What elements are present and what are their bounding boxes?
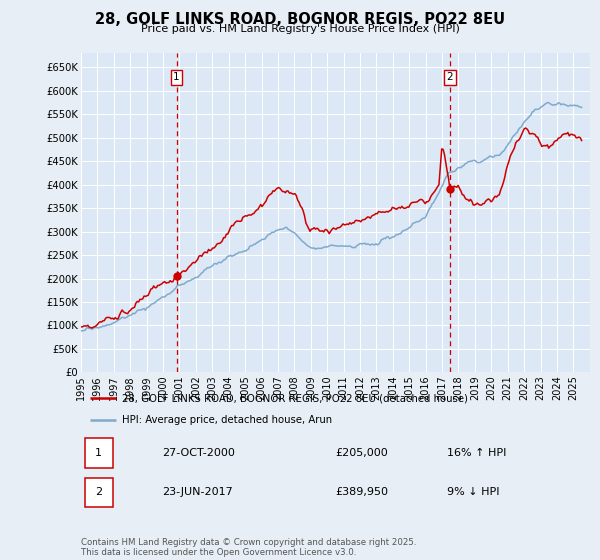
Text: 23-JUN-2017: 23-JUN-2017: [163, 487, 233, 497]
Text: 1: 1: [95, 448, 103, 458]
Text: 28, GOLF LINKS ROAD, BOGNOR REGIS, PO22 8EU: 28, GOLF LINKS ROAD, BOGNOR REGIS, PO22 …: [95, 12, 505, 27]
Text: Contains HM Land Registry data © Crown copyright and database right 2025.
This d: Contains HM Land Registry data © Crown c…: [81, 538, 416, 557]
Text: £205,000: £205,000: [335, 448, 388, 458]
Text: 2: 2: [95, 487, 103, 497]
Text: 27-OCT-2000: 27-OCT-2000: [163, 448, 235, 458]
Text: 16% ↑ HPI: 16% ↑ HPI: [448, 448, 507, 458]
Text: 28, GOLF LINKS ROAD, BOGNOR REGIS, PO22 8EU (detached house): 28, GOLF LINKS ROAD, BOGNOR REGIS, PO22 …: [122, 393, 468, 403]
Text: Price paid vs. HM Land Registry's House Price Index (HPI): Price paid vs. HM Land Registry's House …: [140, 24, 460, 34]
Text: 9% ↓ HPI: 9% ↓ HPI: [448, 487, 500, 497]
Text: 2: 2: [446, 72, 453, 82]
Text: £389,950: £389,950: [335, 487, 388, 497]
FancyBboxPatch shape: [85, 478, 113, 507]
FancyBboxPatch shape: [85, 438, 113, 468]
Text: 1: 1: [173, 72, 180, 82]
Text: HPI: Average price, detached house, Arun: HPI: Average price, detached house, Arun: [122, 415, 332, 424]
